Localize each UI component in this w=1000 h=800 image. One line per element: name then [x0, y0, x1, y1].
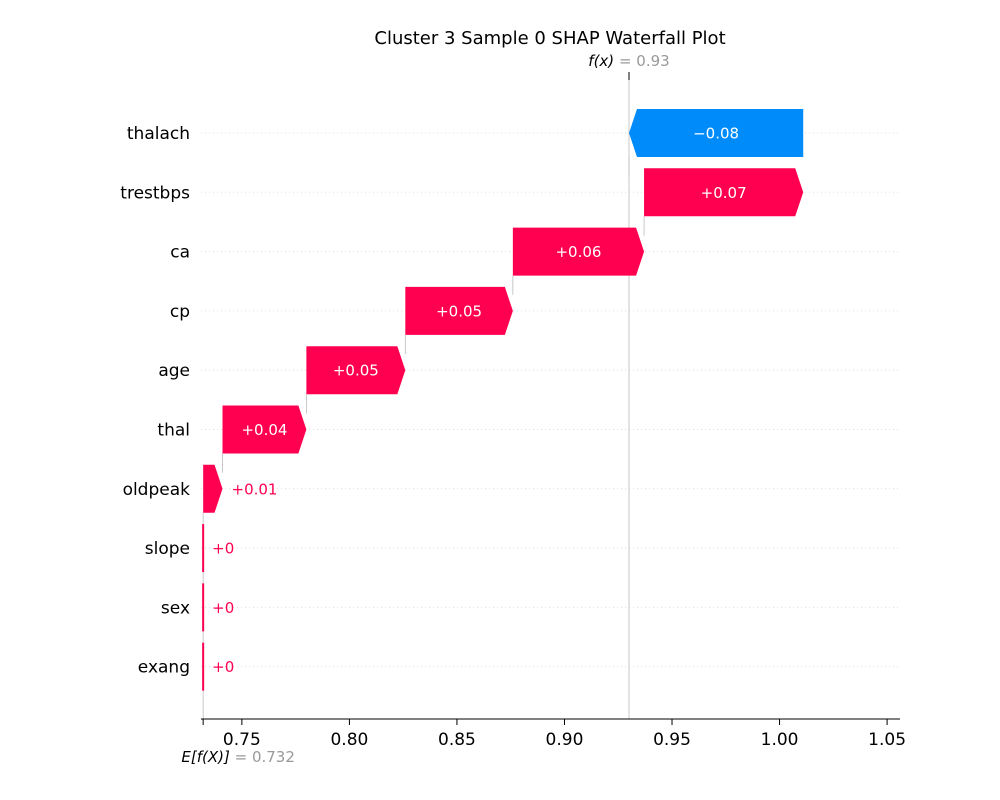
bar-age	[306, 346, 406, 395]
fx-annotation: f(x) = 0.93	[588, 52, 669, 70]
bar-oldpeak	[203, 464, 223, 513]
base-label: E[f(X)]	[181, 748, 234, 766]
value-label-thal: +0.04	[241, 421, 287, 439]
fx-label: f(x)	[588, 52, 619, 70]
value-label-exang: +0	[212, 658, 234, 676]
base-annotation: E[f(X)] = 0.732	[181, 748, 294, 766]
bar-sex	[202, 583, 205, 632]
base-value: = 0.732	[235, 748, 295, 766]
value-label-trestbps: +0.07	[701, 184, 747, 202]
feature-label-age: age	[158, 361, 190, 381]
x-tick-label: 1.05	[868, 730, 906, 750]
x-tick-label: 0.80	[330, 730, 368, 750]
value-label-oldpeak: +0.01	[232, 480, 278, 498]
feature-label-slope: slope	[145, 539, 190, 559]
value-label-ca: +0.06	[555, 243, 601, 261]
fx-value: = 0.93	[619, 52, 670, 70]
x-tick-label: 0.95	[653, 730, 691, 750]
value-label-sex: +0	[212, 599, 234, 617]
bar-trestbps	[644, 168, 804, 217]
connector-lines	[202, 75, 645, 719]
bar-slope	[202, 524, 205, 573]
feature-label-ca: ca	[170, 243, 190, 263]
bar-thal	[222, 405, 307, 454]
value-label-slope: +0	[212, 540, 234, 558]
value-label-cp: +0.05	[436, 302, 482, 320]
bar-thalach	[629, 109, 804, 157]
bar-exang	[202, 642, 205, 691]
feature-label-oldpeak: oldpeak	[123, 480, 191, 500]
feature-labels: thalach trestbps ca cp age thal oldpeak slope se…	[120, 124, 190, 678]
feature-label-trestbps: trestbps	[120, 183, 190, 203]
bars: −0.08 +0.07 +0.06 +0.05 +0.05 +0.04 +0.01 +0 +0 +…	[202, 109, 804, 691]
x-tick-label: 1.00	[761, 730, 799, 750]
chart-title: Cluster 3 Sample 0 SHAP Waterfall Plot	[374, 28, 725, 49]
x-tick-label: 0.85	[438, 730, 476, 750]
value-label-thalach: −0.08	[693, 125, 739, 143]
feature-label-thal: thal	[157, 421, 190, 441]
x-tick-label: 0.90	[546, 730, 584, 750]
x-tick-label: 0.75	[223, 730, 261, 750]
x-axis: 0.75 0.80 0.85 0.90 0.95 1.00 1.05	[201, 718, 906, 750]
annotations: f(x) = 0.93 E[f(X)] = 0.732	[181, 52, 669, 766]
value-label-age: +0.05	[333, 362, 379, 380]
feature-label-cp: cp	[170, 302, 190, 322]
feature-label-sex: sex	[161, 598, 190, 618]
feature-label-thalach: thalach	[127, 124, 190, 144]
feature-label-exang: exang	[138, 658, 190, 678]
bar-ca	[512, 227, 645, 276]
bar-cp	[405, 286, 513, 335]
